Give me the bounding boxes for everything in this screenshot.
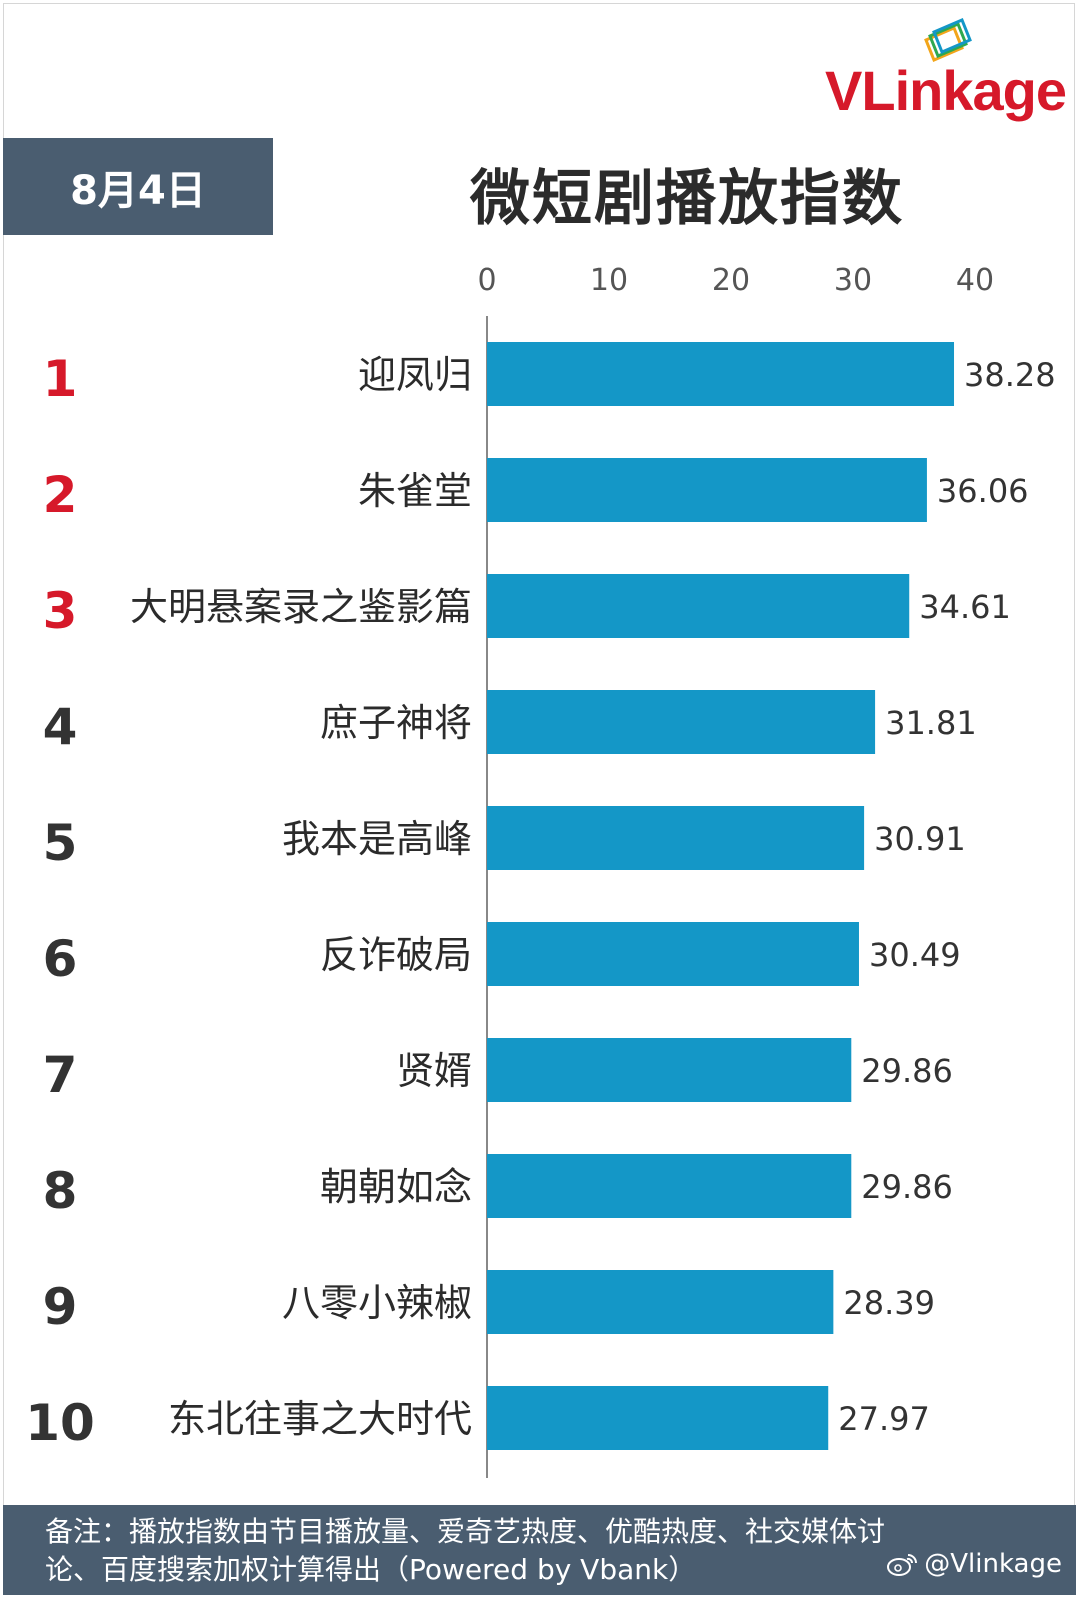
rank-number: 7 [43,1046,78,1104]
bar-value-label: 34.61 [919,588,1011,626]
bar-value-label: 38.28 [964,356,1056,394]
bar-value-label: 27.97 [838,1400,930,1438]
x-tick-label: 40 [956,263,994,298]
bar-value-label: 29.86 [861,1168,953,1206]
bar-value-label: 31.81 [885,704,977,742]
bar [487,922,859,986]
logo-frames-icon [924,18,972,62]
rank-number: 1 [43,350,78,408]
category-label: 反诈破局 [320,933,472,977]
category-label: 迎凤归 [358,353,472,397]
footer-note: 备注：播放指数由节目播放量、爱奇艺热度、优酷热度、社交媒体讨 论、百度搜索加权计… [3,1505,1076,1595]
chart-title: 微短剧播放指数 [470,164,904,234]
category-label: 我本是高峰 [282,817,472,861]
bar [487,458,927,522]
bar [487,1386,829,1450]
rank-number: 10 [25,1394,95,1452]
rank-number: 9 [43,1278,78,1336]
category-label: 大明悬案录之鉴影篇 [130,585,472,629]
bar [487,806,865,870]
bar-value-label: 28.39 [843,1284,935,1322]
rank-number: 4 [43,698,78,756]
x-tick-label: 0 [477,263,496,298]
footer-note-line-1: 备注：播放指数由节目播放量、爱奇艺热度、优酷热度、社交媒体讨 [45,1515,886,1548]
rank-number: 8 [43,1162,78,1220]
x-tick-label: 10 [590,263,628,298]
date-label: 8月4日 [3,138,273,235]
bar-value-label: 36.06 [937,472,1029,510]
weibo-handle[interactable]: @Vlinkage [886,1545,1062,1583]
bar-value-label: 29.86 [861,1052,953,1090]
weibo-icon [887,1554,918,1576]
bar [487,1154,852,1218]
rank-number: 3 [43,582,78,640]
logo-text: VLinkage [825,59,1067,122]
bar [487,690,876,754]
bar [487,1038,852,1102]
category-label: 八零小辣椒 [282,1281,472,1325]
rank-number: 6 [43,930,78,988]
rank-number: 5 [43,814,78,872]
x-tick-label: 30 [834,263,872,298]
bar-value-label: 30.49 [869,936,961,974]
category-label: 庶子神将 [320,701,472,745]
footer-note-line-2: 论、百度搜索加权计算得出（Powered by Vbank） [45,1553,697,1586]
category-label: 东北往事之大时代 [168,1397,472,1441]
category-label: 朝朝如念 [320,1165,472,1209]
vlinkage-logo: VLinkage [806,18,1067,122]
bar-chart: 0 10 20 30 40 1 迎凤归 38.28 2 朱雀堂 36.06 3 大明悬案录之鉴影篇 34.… [25,263,1056,1478]
bar [487,342,955,406]
x-tick-label: 20 [712,263,750,298]
bar [487,574,910,638]
bar [487,1270,834,1334]
category-label: 朱雀堂 [358,469,472,513]
bar-value-label: 30.91 [874,820,966,858]
rank-number: 2 [43,466,78,524]
weibo-handle-text: @Vlinkage [924,1549,1062,1579]
category-label: 贤婿 [396,1049,472,1093]
